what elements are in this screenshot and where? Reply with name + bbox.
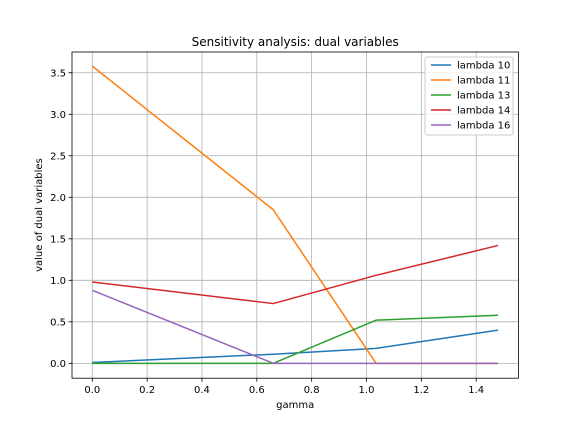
legend-label: lambda 10 — [457, 61, 510, 72]
y-tick-label: 3.5 — [50, 68, 66, 79]
x-tick-label: 0.6 — [249, 385, 265, 396]
y-tick-label: 2.5 — [50, 151, 66, 162]
y-tick-label: 1.5 — [50, 234, 66, 245]
axes-border — [71, 51, 519, 379]
chart-title: Sensitivity analysis: dual variables — [192, 35, 399, 49]
y-tick-label: 0.0 — [50, 359, 66, 370]
x-tick-label: 1.2 — [413, 385, 429, 396]
series-line-lambda-10 — [92, 329, 499, 364]
x-tick-label: 1.4 — [468, 385, 484, 396]
y-tick-label: 3.0 — [50, 110, 66, 121]
x-tick-label: 0.8 — [304, 385, 320, 396]
series-layer — [91, 65, 499, 365]
series-line-lambda-13 — [92, 314, 499, 365]
legend-label: lambda 14 — [457, 106, 510, 117]
series-line-lambda-16 — [92, 289, 499, 365]
x-axis-label: gamma — [276, 400, 314, 411]
x-tick-label: 0.2 — [139, 385, 155, 396]
x-tick-label: 1.0 — [359, 385, 375, 396]
legend: lambda 10 lambda 11 lambda 13 lambda 14 lamb… — [424, 56, 514, 136]
legend-label: lambda 13 — [457, 91, 510, 102]
series-line-lambda-14 — [92, 244, 499, 305]
y-tick-label: 1.0 — [50, 276, 66, 287]
x-tick-label: 0.0 — [84, 385, 100, 396]
x-tick-label: 0.4 — [194, 385, 210, 396]
y-axis-label: value of dual variables — [34, 158, 45, 272]
legend-box — [424, 56, 514, 136]
y-tick-label: 2.0 — [50, 193, 66, 204]
legend-label: lambda 11 — [457, 76, 510, 87]
y-tick-label: 0.5 — [50, 317, 66, 328]
legend-label: lambda 16 — [457, 121, 510, 132]
tick-layer: 0.0 0.2 0.4 0.6 0.8 1.0 1.2 1.4 0.0 0.5 1.0 1.5 2.0 2… — [50, 68, 484, 396]
axes-frame — [71, 51, 519, 379]
